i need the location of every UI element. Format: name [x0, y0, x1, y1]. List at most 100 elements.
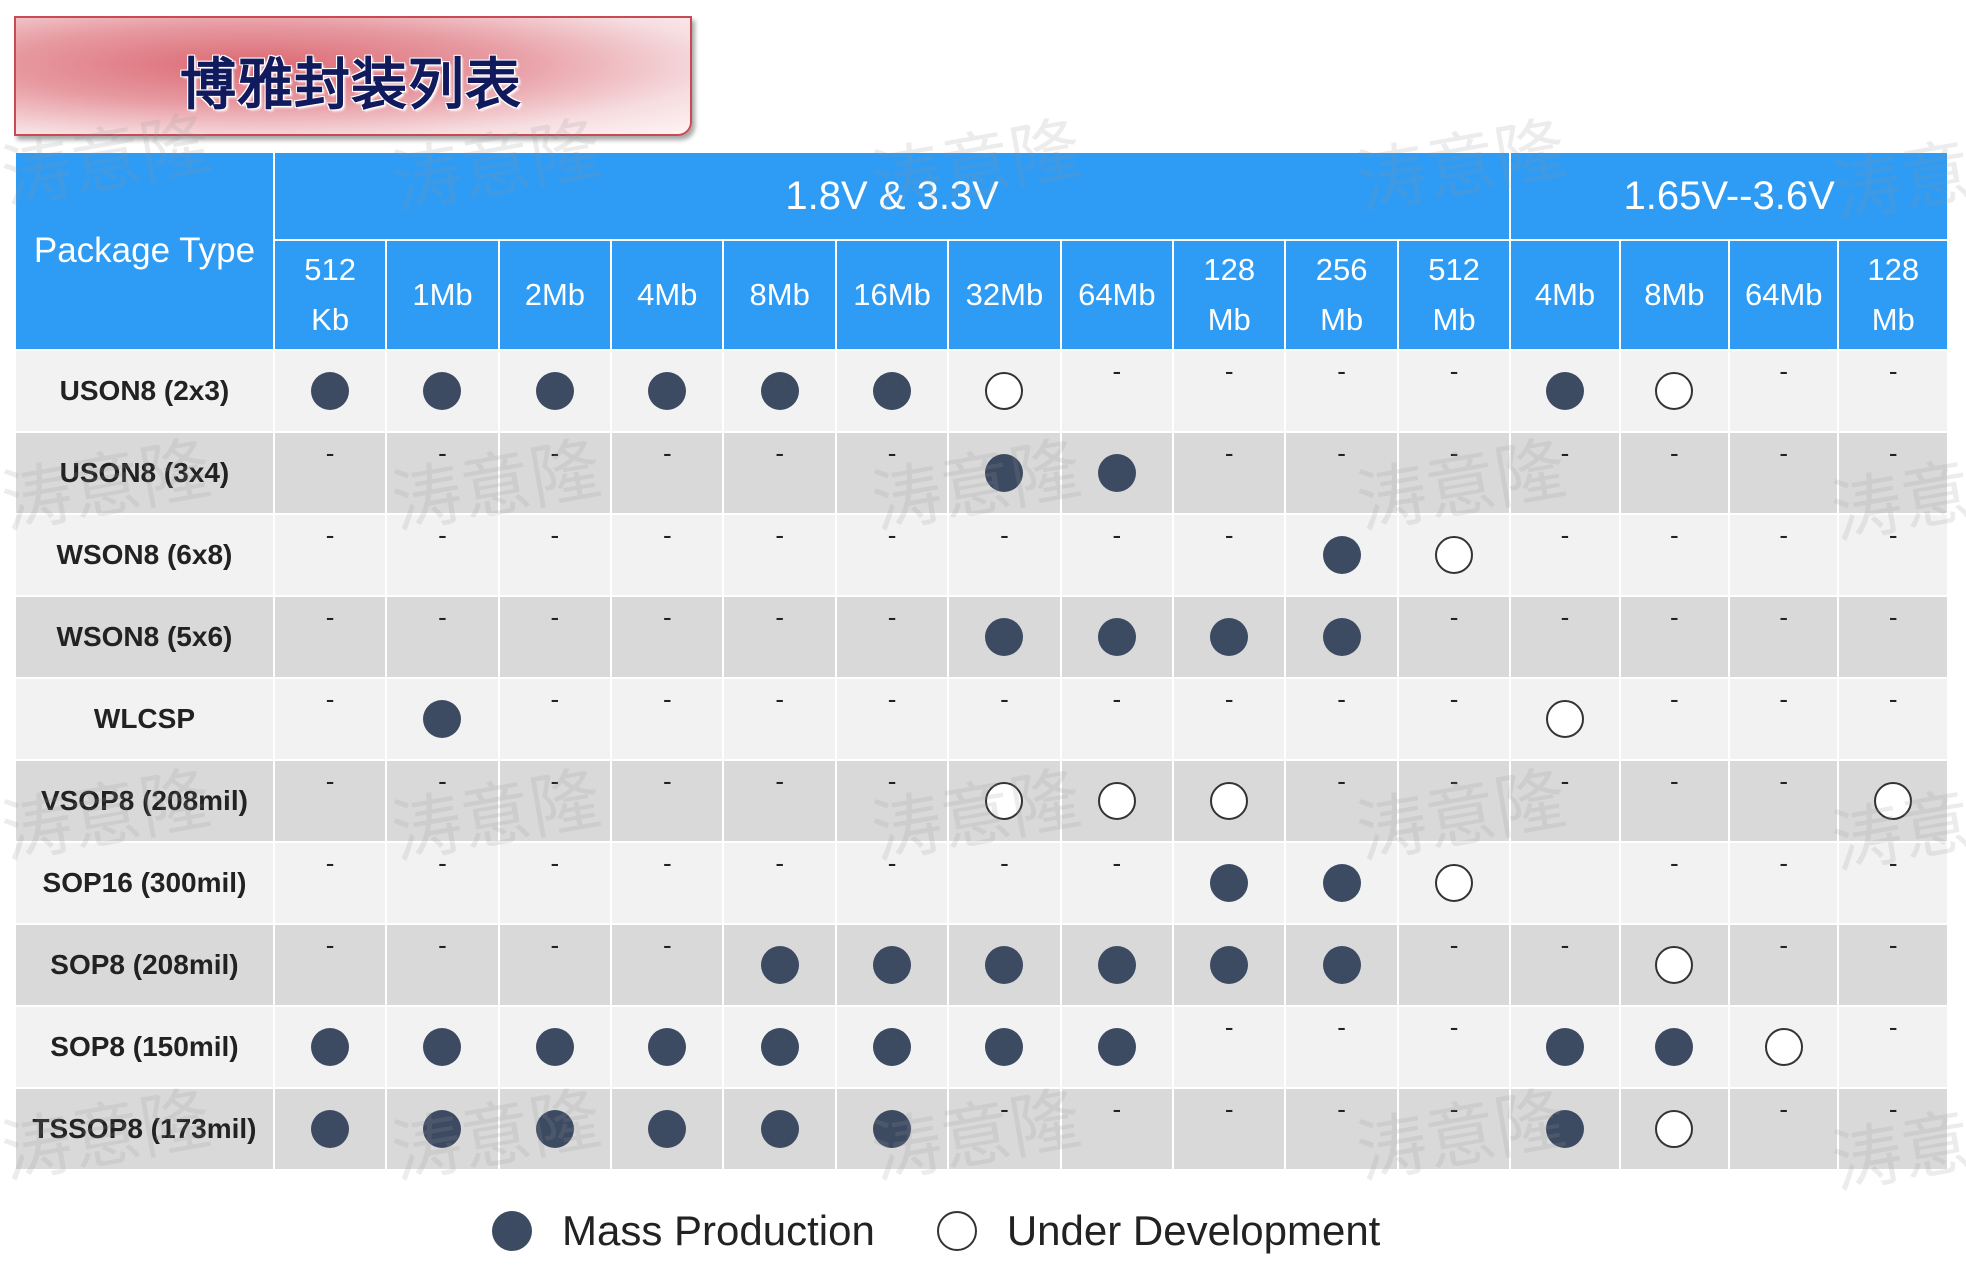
status-cell: - [1396, 1087, 1512, 1171]
status-cell: - [1059, 677, 1175, 761]
not-available-mark: - [1560, 930, 1570, 960]
mass-production-icon [1322, 946, 1361, 984]
mass-production-icon [985, 618, 1024, 656]
status-cell: - [947, 1087, 1062, 1171]
not-available-mark: - [1888, 438, 1898, 468]
not-available-mark: - [438, 848, 447, 878]
not-available-mark: - [1224, 1094, 1234, 1124]
not-available-mark: - [325, 520, 335, 550]
status-cell: - [834, 759, 950, 843]
not-available-mark: - [325, 766, 335, 796]
not-available-mark: - [1224, 1012, 1234, 1042]
under-development-icon [1874, 782, 1913, 820]
status-cell: - [1172, 1087, 1287, 1171]
status-cell: - [1728, 841, 1840, 925]
mass-production-icon [873, 1110, 912, 1148]
under-development-icon [1435, 536, 1474, 574]
status-cell: - [1618, 595, 1731, 679]
status-cell: - [722, 513, 837, 597]
under-development-icon [985, 782, 1024, 820]
status-cell [610, 1087, 725, 1171]
status-cell: - [610, 759, 725, 843]
not-available-mark: - [325, 848, 335, 878]
status-cell: - [1396, 923, 1512, 1007]
status-cell [1284, 923, 1399, 1007]
table-row: WSON8 (5x6) - - - - - - - - - - - [14, 595, 1949, 679]
not-available-mark: - [325, 602, 335, 632]
mass-production-icon [535, 1110, 574, 1148]
not-available-mark: - [662, 766, 672, 796]
capacity-header: 16Mb [834, 239, 950, 351]
status-cell: - [947, 841, 1062, 925]
table-row: WLCSP - - - - - - - - - - - - - [14, 677, 1949, 761]
status-cell: - [272, 431, 388, 515]
status-cell: - [497, 677, 613, 761]
status-cell [1618, 1005, 1731, 1089]
not-available-mark: - [1779, 438, 1789, 468]
not-available-mark: - [1560, 520, 1570, 550]
status-cell [385, 1087, 500, 1171]
status-cell: - [1728, 677, 1840, 761]
status-cell: - [1728, 923, 1840, 1007]
status-cell [722, 1005, 837, 1089]
not-available-mark: - [1449, 930, 1459, 960]
not-available-mark: - [1888, 520, 1898, 550]
mass-production-icon [760, 1028, 799, 1066]
status-cell [385, 1005, 500, 1089]
status-cell [834, 349, 950, 433]
under-development-icon [1655, 372, 1694, 410]
mass-production-icon [873, 1028, 912, 1066]
status-cell: - [1172, 677, 1287, 761]
under-development-icon [1764, 1028, 1803, 1066]
status-cell [947, 595, 1062, 679]
status-cell: - [385, 923, 500, 1007]
capacity-header: 1Mb [385, 239, 500, 351]
capacity-header: 128 Mb [1172, 239, 1287, 351]
status-cell: - [1172, 431, 1287, 515]
mass-production-icon [1210, 864, 1249, 902]
status-cell: - [947, 513, 1062, 597]
capacity-header: 256 Mb [1284, 239, 1399, 351]
not-available-mark: - [887, 848, 897, 878]
status-cell: - [1509, 923, 1621, 1007]
not-available-mark: - [1449, 684, 1459, 714]
status-cell: - [1728, 349, 1840, 433]
mass-production-icon [1097, 946, 1136, 984]
status-cell: - [497, 923, 613, 1007]
status-cell: - [1172, 349, 1287, 433]
status-cell: - [834, 513, 950, 597]
mass-production-icon [423, 372, 462, 410]
mass-production-icon [648, 1028, 687, 1066]
not-available-mark: - [1560, 766, 1570, 796]
status-cell: - [385, 431, 500, 515]
table-row: USON8 (3x4) - - - - - - - - - - - - - [14, 431, 1949, 515]
status-cell: - [385, 595, 500, 679]
status-cell [1509, 1087, 1621, 1171]
status-cell: - [1059, 841, 1175, 925]
status-cell: - [722, 677, 837, 761]
not-available-mark: - [662, 930, 672, 960]
status-cell: - [1837, 841, 1949, 925]
status-cell: - [1509, 431, 1621, 515]
not-available-mark: - [1000, 684, 1009, 714]
not-available-mark: - [550, 602, 560, 632]
mass-production-icon [985, 1028, 1024, 1066]
package-name: WLCSP [14, 677, 275, 761]
not-available-mark: - [1224, 520, 1234, 550]
not-available-mark: - [1779, 684, 1789, 714]
status-cell [1396, 513, 1512, 597]
mass-production-icon [311, 1110, 350, 1148]
not-available-mark: - [1112, 848, 1122, 878]
status-cell: - [1837, 513, 1949, 597]
status-cell: - [1509, 759, 1621, 843]
status-cell: - [610, 841, 725, 925]
not-available-mark: - [775, 520, 784, 550]
package-table-body: USON8 (2x3) - - - - - - USON8 (3x4) - - - - - - - - - - - -… [14, 349, 1949, 1171]
not-available-mark: - [325, 930, 335, 960]
status-cell: - [1059, 513, 1175, 597]
status-cell: - [834, 431, 950, 515]
not-available-mark: - [1670, 848, 1679, 878]
status-cell: - [1284, 349, 1399, 433]
not-available-mark: - [1779, 848, 1789, 878]
package-name: SOP8 (150mil) [14, 1005, 275, 1089]
